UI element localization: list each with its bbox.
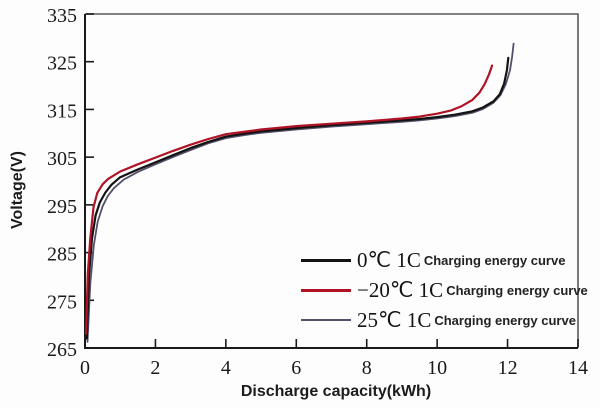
- y-tick-label: 325: [47, 53, 77, 75]
- legend-series-name: −20℃ 1C: [357, 277, 444, 302]
- legend-line-sample: [301, 288, 351, 292]
- legend-item: 0℃ 1C Charging energy curve: [301, 248, 588, 272]
- legend: 0℃ 1C Charging energy curve −20℃ 1C Chargin…: [301, 248, 588, 338]
- y-tick-label: 315: [47, 100, 77, 122]
- y-tick-label: 305: [47, 148, 77, 170]
- series-line-01c: [85, 56, 510, 340]
- y-tick-label: 285: [47, 244, 77, 266]
- legend-line-sample: [301, 258, 351, 262]
- y-tick-label: 295: [47, 196, 77, 218]
- y-axis-label: Voltage(V): [9, 151, 26, 229]
- legend-line-sample: [301, 319, 351, 321]
- series-line-201c: [84, 64, 494, 335]
- axis-ticks: [84, 13, 579, 349]
- x-tick-label: 8: [362, 357, 372, 379]
- legend-series-suffix: Charging energy curve: [446, 282, 588, 298]
- y-tick-label: 275: [47, 291, 77, 313]
- plot-frame-left-bottom: [84, 14, 578, 349]
- x-tick-label: 10: [427, 357, 447, 379]
- x-tick-label: 12: [498, 357, 518, 379]
- x-tick-label: 14: [568, 357, 588, 379]
- x-tick-label: 2: [150, 357, 160, 379]
- y-tick-label: 335: [47, 5, 77, 27]
- x-tick-label: 4: [221, 357, 231, 379]
- x-axis-label: Discharge capacity(kWh): [241, 383, 431, 400]
- legend-series-suffix: Charging energy curve: [434, 312, 576, 328]
- series-lines: [84, 42, 515, 343]
- series-line-251c: [86, 42, 515, 343]
- legend-item: −20℃ 1C Charging energy curve: [301, 278, 588, 302]
- legend-series-name: 0℃ 1C: [357, 247, 421, 272]
- axis-tick-labels: 265 275 285 295 305 315 325 335 0 2 4 6 8 10 12 14: [47, 5, 588, 379]
- legend-series-name: 25℃ 1C: [357, 307, 432, 332]
- x-tick-label: 0: [80, 357, 90, 379]
- legend-series-suffix: Charging energy curve: [423, 252, 566, 268]
- plot-frame-top-right: [85, 13, 579, 348]
- legend-item: 25℃ 1C Charging energy curve: [301, 308, 588, 332]
- y-tick-label: 265: [47, 339, 77, 361]
- x-tick-label: 6: [291, 357, 301, 379]
